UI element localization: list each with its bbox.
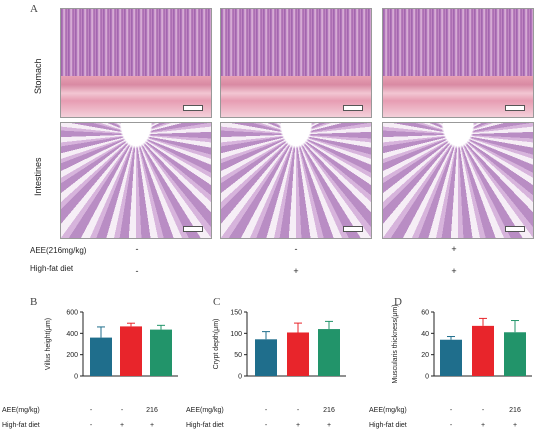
hfd-sign-1: - xyxy=(135,266,139,276)
aee-condition-label: AEE(216mg/kg) xyxy=(30,246,87,255)
y-tick-label: 40 xyxy=(421,331,429,338)
y-tick-label: 60 xyxy=(421,310,429,317)
y-tick-label: 0 xyxy=(238,374,242,381)
intestine-image-hfd xyxy=(220,122,372,239)
intestine-image-control xyxy=(60,122,212,239)
y-tick-label: 50 xyxy=(234,352,242,359)
x-row-sign: - xyxy=(265,422,268,429)
x-row-sign: - xyxy=(121,407,124,414)
x-row-sign: - xyxy=(450,422,453,429)
panel-a-letter: A xyxy=(30,3,38,15)
bar xyxy=(255,339,277,376)
bar xyxy=(90,337,112,376)
hfd-sign-3: + xyxy=(451,266,457,276)
x-row-sign: - xyxy=(297,407,300,414)
x-row-label: AEE(mg/kg) xyxy=(369,407,407,414)
y-tick-label: 0 xyxy=(425,374,429,381)
row-label-stomach: Stomach xyxy=(33,58,43,94)
x-row-sign: - xyxy=(90,407,93,414)
x-row-sign: + xyxy=(513,422,517,429)
x-row-sign: + xyxy=(296,422,300,429)
x-row-label: High-fat diet xyxy=(2,422,40,429)
scale-bar xyxy=(343,105,363,111)
y-axis-label: Crypt depth(μm) xyxy=(213,319,220,370)
x-row-sign: + xyxy=(481,422,485,429)
x-row-label: High-fat diet xyxy=(369,422,407,429)
bar xyxy=(472,325,494,376)
x-row-label: AEE(mg/kg) xyxy=(186,407,224,414)
x-row-sign: + xyxy=(120,422,124,429)
stomach-image-hfd xyxy=(220,8,372,118)
x-row-sign: + xyxy=(327,422,331,429)
intestine-image-aee-hfd xyxy=(382,122,534,239)
scale-bar xyxy=(183,105,203,111)
y-tick-label: 600 xyxy=(66,310,78,317)
bar xyxy=(150,329,172,376)
x-row-sign: + xyxy=(150,422,154,429)
chart-panel-b: 0 200 400 600 Villus height(μm) AEE(mg/kg) - - 2… xyxy=(2,310,178,429)
scale-bar xyxy=(505,226,525,232)
y-tick-label: 100 xyxy=(230,331,242,338)
bar xyxy=(440,339,462,376)
bar xyxy=(504,332,526,376)
scale-bar xyxy=(505,105,525,111)
x-row-sign: - xyxy=(482,407,485,414)
x-row-label: AEE(mg/kg) xyxy=(2,407,40,414)
y-tick-label: 200 xyxy=(66,352,78,359)
y-tick-label: 150 xyxy=(230,310,242,317)
y-tick-label: 400 xyxy=(66,331,78,338)
aee-sign-2: - xyxy=(294,244,298,254)
aee-sign-1: - xyxy=(135,244,139,254)
x-row-sign: - xyxy=(90,422,93,429)
chart-panel-c: 0 50 100 150 Crypt depth(μm) AEE(mg/kg) - - 216 H… xyxy=(186,310,346,429)
bar xyxy=(287,332,309,376)
x-row-sign: 216 xyxy=(509,407,521,414)
panel-b-letter: B xyxy=(30,296,38,308)
y-axis-label: Muscularis thickness(μm) xyxy=(392,304,399,383)
bar xyxy=(120,326,142,376)
chart-panel-d: 0 20 40 60 Muscularis thickness(μm) AEE(mg/kg… xyxy=(369,304,532,429)
scale-bar xyxy=(343,226,363,232)
aee-sign-3: + xyxy=(451,244,457,254)
stomach-image-control xyxy=(60,8,212,118)
panel-c-letter: C xyxy=(213,296,221,308)
y-tick-label: 20 xyxy=(421,352,429,359)
bar xyxy=(318,329,340,376)
x-row-sign: 216 xyxy=(323,407,335,414)
x-row-sign: 216 xyxy=(146,407,158,414)
panel-d-letter: D xyxy=(394,296,402,308)
y-tick-label: 0 xyxy=(74,374,78,381)
y-axis-label: Villus height(μm) xyxy=(45,318,52,370)
x-row-sign: - xyxy=(265,407,268,414)
x-row-sign: - xyxy=(450,407,453,414)
stomach-image-aee-hfd xyxy=(382,8,534,118)
scale-bar xyxy=(183,226,203,232)
hfd-sign-2: + xyxy=(293,266,299,276)
hfd-condition-label: High-fat diet xyxy=(30,264,74,273)
x-row-label: High-fat diet xyxy=(186,422,224,429)
row-label-intestines: Intestines xyxy=(33,157,43,196)
